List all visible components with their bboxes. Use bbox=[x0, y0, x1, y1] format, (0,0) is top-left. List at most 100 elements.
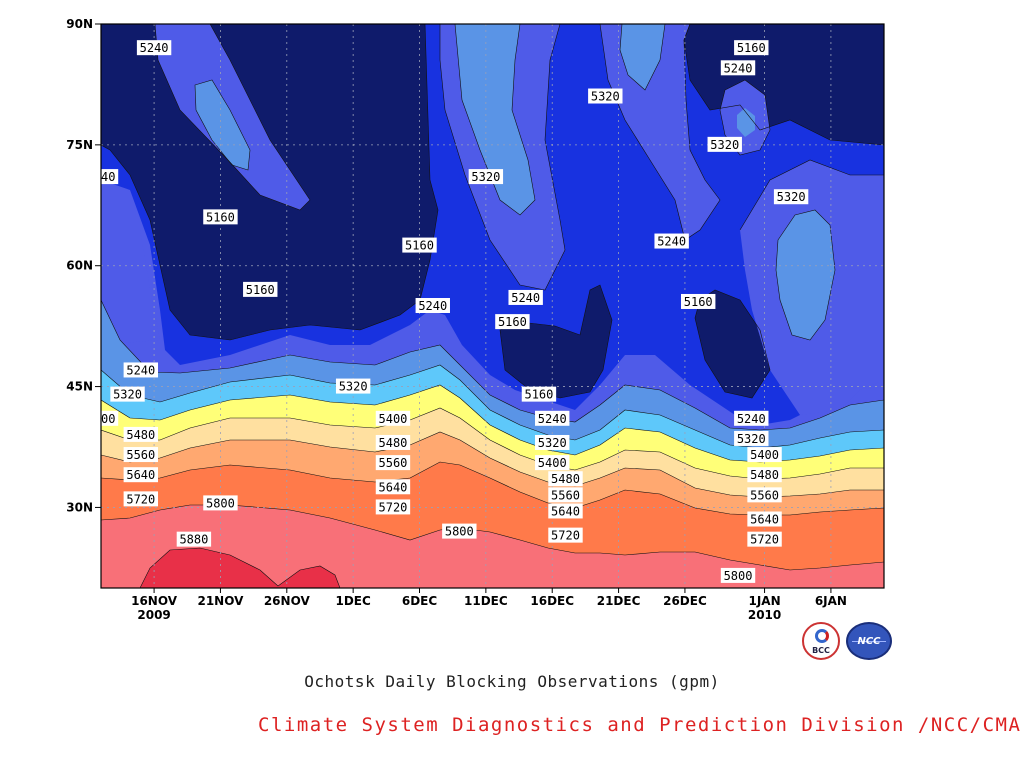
contour-label: 5720 bbox=[551, 529, 580, 543]
contour-label-box bbox=[521, 386, 557, 402]
y-tick-label: 90N bbox=[66, 17, 93, 31]
y-tick-label: 60N bbox=[66, 259, 93, 273]
contour-label-box bbox=[535, 455, 570, 471]
contour-label-box bbox=[176, 531, 212, 547]
contour-label: 5160 bbox=[684, 295, 713, 309]
y-tick-label: 45N bbox=[66, 380, 93, 394]
contour-label-box bbox=[720, 60, 756, 76]
contour-label: 5400 bbox=[750, 448, 779, 462]
contour-label: 5240 bbox=[511, 291, 540, 305]
contour-label-box bbox=[203, 495, 238, 511]
contour-label-box bbox=[508, 289, 543, 305]
contour-label: 5400 bbox=[87, 412, 116, 426]
contour-label-box bbox=[747, 487, 782, 503]
contour-label: 5320 bbox=[710, 138, 739, 152]
x-tick-label: 26NOV bbox=[264, 594, 311, 608]
contour-label: 5320 bbox=[339, 380, 368, 394]
contour-label: 5480 bbox=[551, 472, 580, 486]
contour-label: 5560 bbox=[750, 488, 779, 502]
contour-label-box bbox=[136, 40, 172, 56]
contour-label: 5160 bbox=[206, 210, 235, 224]
band-5160-mid-hole bbox=[500, 285, 612, 398]
bcc-logo-text: BCC bbox=[812, 646, 830, 655]
contour-label-box bbox=[548, 527, 583, 543]
contour-label: 5560 bbox=[126, 448, 155, 462]
band-5240-top-right bbox=[600, 24, 720, 240]
band-5320-top-ridge bbox=[455, 24, 535, 215]
contour-label-box bbox=[535, 410, 570, 426]
x-tick-label: 11DEC bbox=[464, 594, 508, 608]
contour-label-box bbox=[375, 455, 411, 471]
contour-label: 5240 bbox=[657, 235, 686, 249]
contour-label-box bbox=[747, 511, 782, 527]
contour-label: 5240 bbox=[140, 41, 169, 55]
contour-label: 5160 bbox=[524, 388, 553, 402]
contour-label-box bbox=[375, 410, 411, 426]
contour-label-box bbox=[734, 40, 769, 56]
contour-label-box bbox=[375, 499, 411, 515]
contour-label-box bbox=[588, 88, 623, 104]
band-5880 bbox=[140, 548, 340, 588]
contour-label-box bbox=[415, 298, 450, 313]
band-5320-nw bbox=[195, 80, 250, 170]
ncc-logo: NCC bbox=[846, 622, 892, 660]
ncc-logo-text: NCC bbox=[857, 636, 881, 647]
contour-label: 5640 bbox=[750, 513, 779, 527]
contour-label-box bbox=[402, 237, 437, 253]
x-tick-label: 1DEC bbox=[335, 594, 371, 608]
plot-area: 5240 5240 5160 5160 5240 5320 5400 5480 5560 5640… bbox=[87, 24, 884, 588]
contour-label: 5160 bbox=[498, 315, 527, 329]
contour-label-box bbox=[468, 169, 504, 185]
contour-label: 5240 bbox=[418, 299, 447, 313]
contour-label-box bbox=[123, 426, 159, 442]
contour-label: 5320 bbox=[777, 190, 806, 204]
contour-label: 5240 bbox=[126, 363, 155, 377]
x-year-label: 2010 bbox=[748, 608, 781, 622]
band-5240-left-patch bbox=[101, 180, 160, 345]
contour-label-box bbox=[442, 523, 477, 539]
contour-label: 5720 bbox=[126, 492, 155, 506]
contour-label-box bbox=[335, 378, 371, 394]
contour-label-box bbox=[734, 430, 769, 446]
x-tick-label: 26DEC bbox=[663, 594, 707, 608]
contour-label: 5160 bbox=[737, 41, 766, 55]
band-5320-right-eddy bbox=[776, 210, 835, 340]
contour-label: 5320 bbox=[471, 170, 500, 184]
contour-label: 5800 bbox=[445, 525, 474, 539]
contour-label: 5720 bbox=[750, 533, 779, 547]
contour-label: 5480 bbox=[379, 436, 408, 450]
contour-label: 5640 bbox=[126, 468, 155, 482]
contour-label-box bbox=[123, 467, 159, 483]
y-tick-label: 30N bbox=[66, 500, 93, 514]
contour-label-box bbox=[747, 447, 782, 463]
contour-label: 5240 bbox=[538, 412, 567, 426]
contour-label-box bbox=[681, 293, 716, 309]
contour-label-box bbox=[773, 189, 809, 205]
contour-label-box bbox=[101, 169, 119, 185]
contour-label-box bbox=[110, 386, 145, 402]
contour-label-box bbox=[734, 410, 769, 426]
contour-label: 5160 bbox=[405, 239, 434, 253]
band-5320-top-right bbox=[620, 24, 665, 90]
contour-label: 5720 bbox=[379, 500, 408, 514]
contour-label-box bbox=[203, 209, 238, 225]
x-tick-label: 1JAN bbox=[748, 594, 780, 608]
x-tick-label: 6DEC bbox=[402, 594, 438, 608]
plot-frame bbox=[100, 23, 885, 589]
contour-label: 5800 bbox=[206, 496, 235, 510]
contour-label: 5480 bbox=[126, 428, 155, 442]
contour-label: 5640 bbox=[551, 504, 580, 518]
chart-caption: Ochotsk Daily Blocking Observations (gpm… bbox=[304, 672, 720, 691]
contour-label-box bbox=[495, 314, 530, 330]
band-5800 bbox=[101, 505, 884, 588]
contour-label: 5160 bbox=[246, 283, 275, 297]
contour-label: 5240 bbox=[87, 170, 116, 184]
contour-label: 5320 bbox=[538, 436, 567, 450]
bcc-logo: BCC bbox=[802, 622, 840, 660]
contour-label: 5480 bbox=[750, 468, 779, 482]
contour-label: 5240 bbox=[724, 61, 753, 75]
x-tick-label: 6JAN bbox=[815, 594, 847, 608]
x-tick-label: 21NOV bbox=[197, 594, 244, 608]
y-axis: 30N 45N 60N 75N 90N bbox=[66, 17, 101, 514]
